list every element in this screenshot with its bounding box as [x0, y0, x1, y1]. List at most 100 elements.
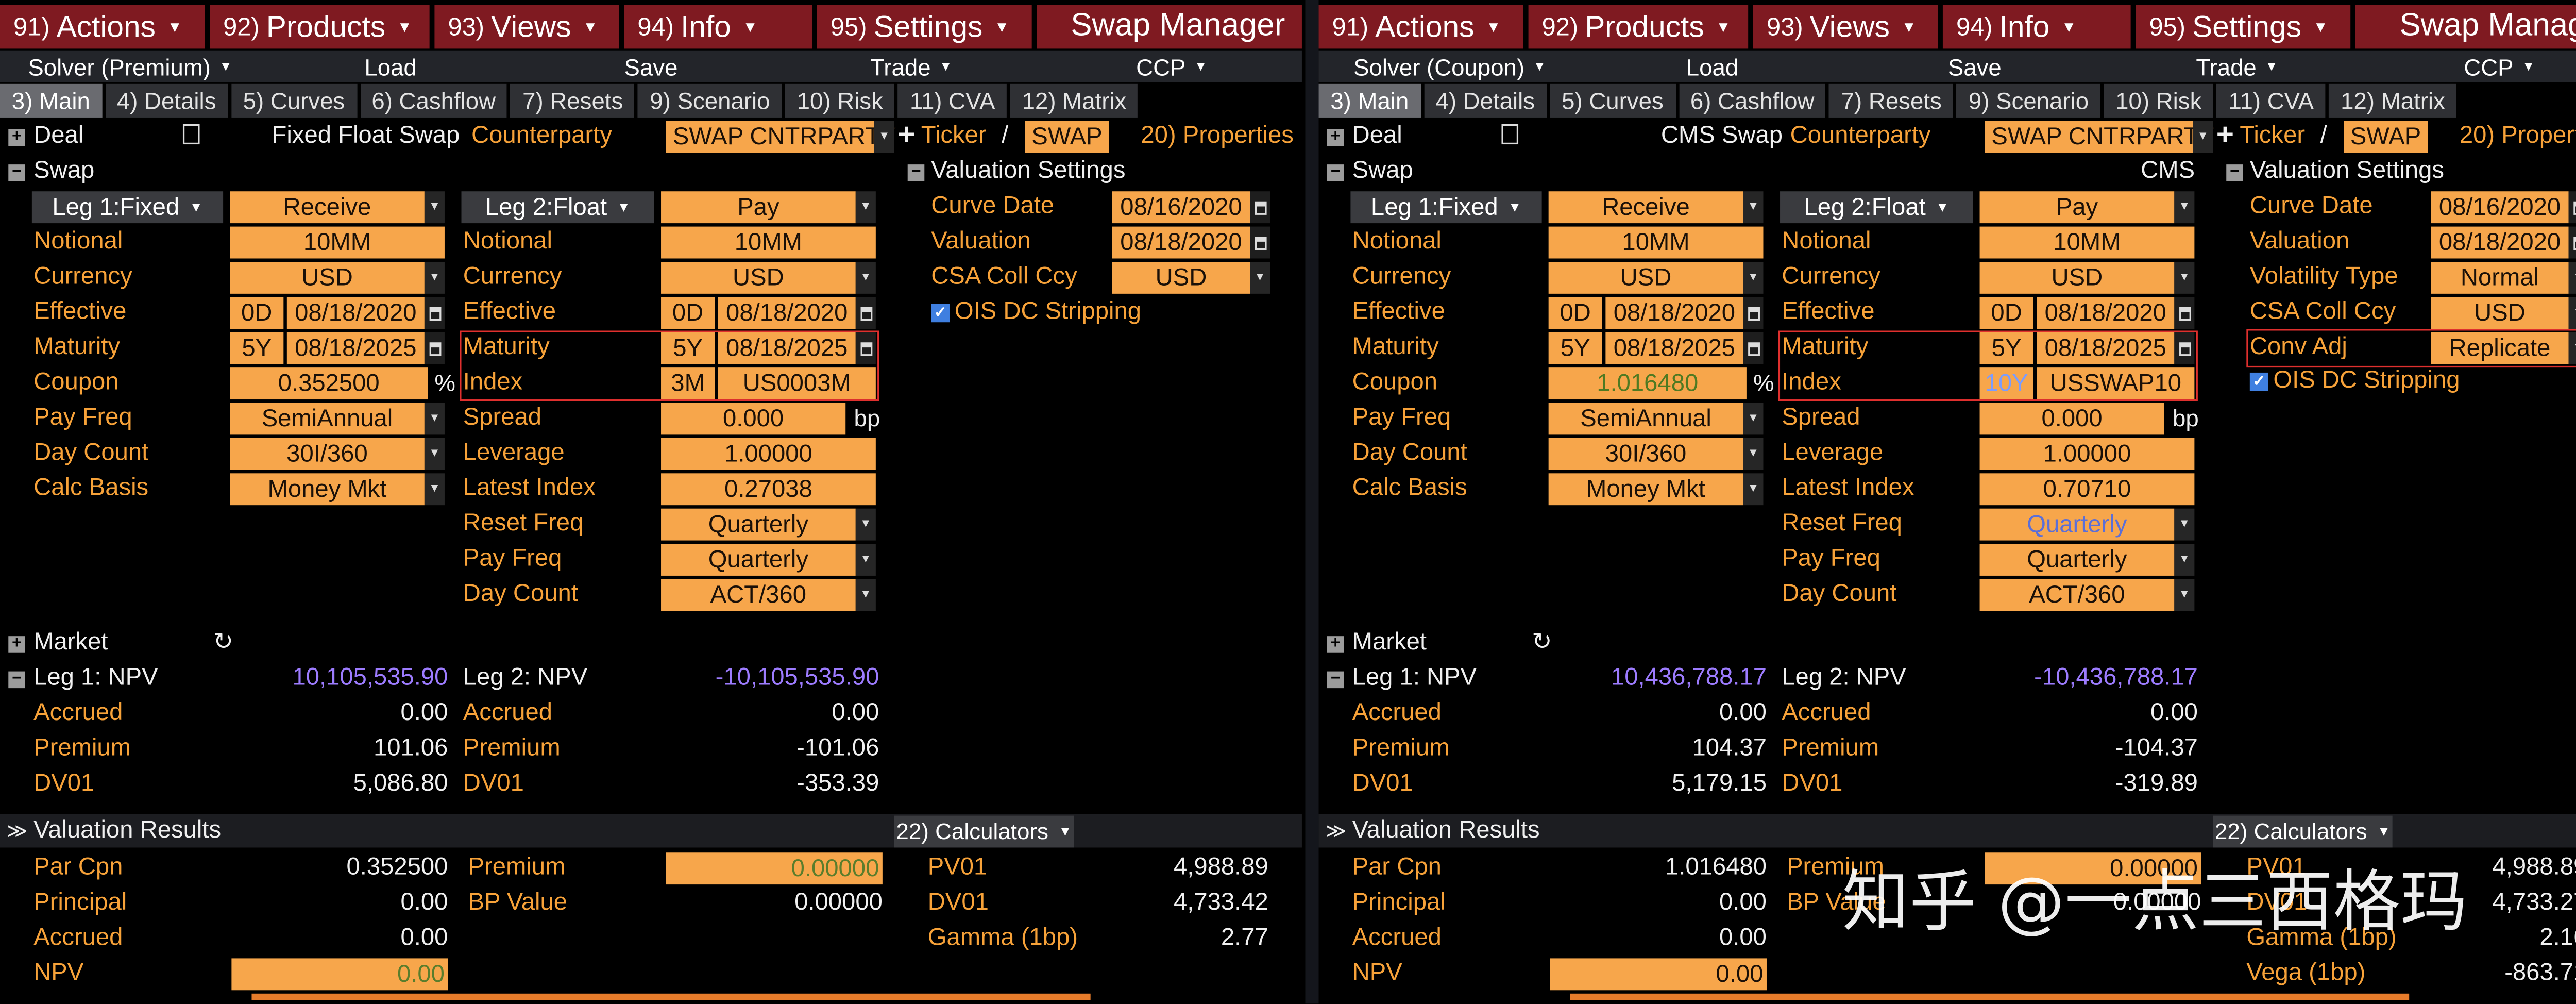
chevron-down-icon[interactable]: ▼	[2174, 579, 2195, 611]
chevron-down-icon[interactable]: ▼	[1743, 261, 1764, 294]
properties-link[interactable]: 20) Properties	[2459, 122, 2576, 149]
calendar-icon[interactable]	[1250, 226, 1270, 259]
ccp-dropdown[interactable]: CCP ▼	[1042, 51, 1302, 82]
collapse-valuation-toggle[interactable]: −	[2226, 163, 2243, 181]
leg1-notional-field[interactable]: 10MM	[1548, 226, 1764, 259]
curve-date-field[interactable]: 08/16/2020	[1112, 191, 1250, 224]
chevron-down-icon[interactable]: ▼	[855, 261, 876, 294]
leg1-payfreq-field[interactable]: SemiAnnual	[230, 403, 425, 435]
premium-field[interactable]: 0.00000	[666, 852, 883, 885]
plus-icon[interactable]: +	[2216, 117, 2234, 152]
leg1-maturity-date[interactable]: 08/18/2025	[286, 332, 425, 364]
leg2-payfreq-field[interactable]: Quarterly	[661, 544, 856, 576]
calendar-icon[interactable]	[1250, 191, 1270, 224]
leg2-daycount-field[interactable]: ACT/360	[1979, 579, 2175, 611]
tab-matrix[interactable]: 12) Matrix	[2329, 83, 2457, 118]
leg1-maturity-tenor[interactable]: 5Y	[230, 332, 284, 364]
ccp-dropdown[interactable]: CCP ▼	[2368, 51, 2576, 82]
leg2-effective-date[interactable]: 08/18/2020	[718, 297, 856, 329]
leg1-currency-field[interactable]: USD	[230, 261, 425, 294]
chevron-down-icon[interactable]: ▼	[1743, 438, 1764, 470]
chevron-down-icon[interactable]: ▼	[2174, 544, 2195, 576]
chevron-down-icon[interactable]: ▼	[874, 121, 894, 153]
leg1-payfreq-field[interactable]: SemiAnnual	[1548, 403, 1743, 435]
expand-deal-toggle[interactable]: +	[1327, 128, 1344, 146]
leg1-effective-date[interactable]: 08/18/2020	[1605, 297, 1743, 329]
chevron-down-icon[interactable]: ▼	[424, 403, 445, 435]
solver-dropdown[interactable]: Solver (Coupon) ▼	[1319, 51, 1581, 82]
menu-info[interactable]: 94) Info ▼	[1942, 5, 2131, 49]
ticker-field[interactable]: SWAP	[1025, 121, 1109, 153]
leg2-direction-field[interactable]: Pay	[661, 191, 856, 224]
chevron-down-icon[interactable]: ▼	[855, 191, 876, 224]
tab-scenario[interactable]: 9) Scenario	[1957, 83, 2100, 118]
calendar-icon[interactable]	[855, 297, 876, 329]
leg1-effective-tenor[interactable]: 0D	[1548, 297, 1602, 329]
chevron-down-icon[interactable]: ▼	[1743, 191, 1764, 224]
chevron-down-icon[interactable]: ▼	[424, 438, 445, 470]
leg2-maturity-date[interactable]: 08/18/2025	[718, 332, 856, 364]
expand-market-toggle[interactable]: +	[1327, 635, 1344, 653]
leg2-maturity-tenor[interactable]: 5Y	[661, 332, 715, 364]
leg1-maturity-date[interactable]: 08/18/2025	[1605, 332, 1743, 364]
leg2-notional-field[interactable]: 10MM	[661, 226, 876, 259]
leg2-spread-field[interactable]: 0.000	[661, 403, 846, 435]
leg2-type-dropdown[interactable]: Leg 2:Float ▼	[1780, 191, 1973, 224]
leg1-daycount-field[interactable]: 30I/360	[230, 438, 425, 470]
leg1-maturity-tenor[interactable]: 5Y	[1548, 332, 1602, 364]
conv-adj-field[interactable]: Replicate	[2431, 332, 2569, 364]
copy-icon[interactable]	[1501, 124, 1519, 145]
chevron-down-icon[interactable]: ▼	[855, 579, 876, 611]
calendar-icon[interactable]	[1743, 332, 1764, 364]
leg2-currency-field[interactable]: USD	[1979, 261, 2175, 294]
leg1-currency-field[interactable]: USD	[1548, 261, 1743, 294]
properties-link[interactable]: 20) Properties	[1141, 122, 1294, 149]
curve-date-field[interactable]: 08/16/2020	[2431, 191, 2569, 224]
chevron-down-icon[interactable]: ▼	[424, 473, 445, 506]
leg1-daycount-field[interactable]: 30I/360	[1548, 438, 1743, 470]
tab-cashflow[interactable]: 6) Cashflow	[1679, 83, 1826, 118]
leg1-calcbasis-field[interactable]: Money Mkt	[230, 473, 425, 506]
menu-products[interactable]: 92) Products ▼	[210, 5, 430, 49]
valuation-date-field[interactable]: 08/18/2020	[2431, 226, 2569, 259]
tab-curves[interactable]: 5) Curves	[231, 83, 357, 118]
leg1-notional-field[interactable]: 10MM	[230, 226, 445, 259]
leg2-currency-field[interactable]: USD	[661, 261, 856, 294]
csa-coll-ccy-field[interactable]: USD	[2431, 297, 2569, 329]
chevron-down-icon[interactable]: ▼	[424, 191, 445, 224]
save-button[interactable]: Save	[1947, 53, 2002, 80]
chevron-down-icon[interactable]: ▼	[1250, 261, 1270, 294]
calendar-icon[interactable]	[424, 297, 445, 329]
collapse-valuation-toggle[interactable]: −	[907, 163, 925, 181]
calendar-icon[interactable]	[855, 332, 876, 364]
leg1-coupon-field[interactable]: 1.016480	[1548, 367, 1747, 400]
tab-cva[interactable]: 11) CVA	[898, 83, 1007, 118]
ois-checkbox[interactable]: ✓	[2249, 372, 2268, 391]
collapse-npv-toggle[interactable]: −	[1327, 671, 1344, 689]
leg1-coupon-field[interactable]: 0.352500	[230, 367, 428, 400]
menu-products[interactable]: 92) Products ▼	[1528, 5, 1749, 49]
leg2-notional-field[interactable]: 10MM	[1979, 226, 2195, 259]
leg2-direction-field[interactable]: Pay	[1979, 191, 2175, 224]
calendar-icon[interactable]	[2568, 226, 2576, 259]
valuation-date-field[interactable]: 08/18/2020	[1112, 226, 1250, 259]
trade-dropdown[interactable]: Trade ▼	[2106, 51, 2368, 82]
collapse-double-chevron-icon[interactable]: ≫	[7, 819, 28, 843]
load-button[interactable]: Load	[1686, 53, 1739, 80]
tab-cva[interactable]: 11) CVA	[2216, 83, 2326, 118]
trade-dropdown[interactable]: Trade ▼	[781, 51, 1041, 82]
csa-coll-ccy-field[interactable]: USD	[1112, 261, 1250, 294]
calendar-icon[interactable]	[2568, 191, 2576, 224]
chevron-down-icon[interactable]: ▼	[1743, 403, 1764, 435]
leg1-effective-tenor[interactable]: 0D	[230, 297, 284, 329]
leg2-index-field[interactable]: US0003M	[718, 367, 876, 400]
calendar-icon[interactable]	[1743, 297, 1764, 329]
collapse-swap-toggle[interactable]: −	[1327, 163, 1344, 181]
copy-icon[interactable]	[182, 124, 200, 145]
menu-settings[interactable]: 95) Settings ▼	[2136, 5, 2351, 49]
leg2-resetfreq-field[interactable]: Quarterly	[1979, 508, 2175, 541]
chevron-down-icon[interactable]: ▼	[2174, 191, 2195, 224]
tab-resets[interactable]: 7) Resets	[1829, 83, 1954, 118]
leg2-latest-index-field[interactable]: 0.70710	[1979, 473, 2195, 506]
chevron-down-icon[interactable]: ▼	[855, 508, 876, 541]
